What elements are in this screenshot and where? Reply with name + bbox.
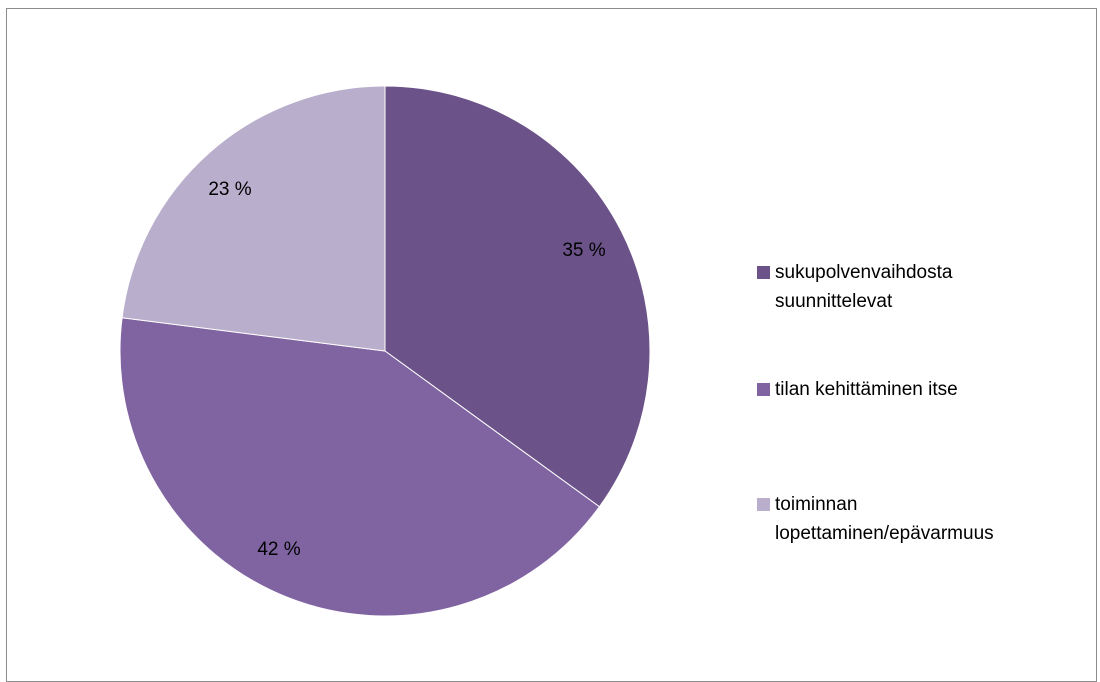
legend-swatch <box>757 383 770 396</box>
data-label: 35 % <box>562 240 605 261</box>
chart-frame: 35 % 42 % 23 % sukupolvenvaihdosta suunnit… <box>6 8 1097 682</box>
data-label: 23 % <box>208 179 251 200</box>
slice-toiminnan-lopettaminen <box>121 85 386 352</box>
data-label: 42 % <box>257 539 300 560</box>
legend-item-sukupolvenvaihdosta: sukupolvenvaihdosta suunnittelevat <box>757 261 1075 316</box>
legend-swatch <box>757 498 770 511</box>
legend-label: toiminnan lopettaminen/epävarmuus <box>775 494 994 544</box>
legend-swatch <box>757 266 770 279</box>
legend-label: sukupolvenvaihdosta suunnittelevat <box>775 262 953 312</box>
pie-chart: 35 % 42 % 23 % <box>119 85 651 617</box>
legend-label: tilan kehittäminen itse <box>775 379 958 400</box>
slice-tilan-kehittaminen <box>119 317 601 617</box>
legend-item-tilan-kehittaminen: tilan kehittäminen itse <box>757 378 1075 404</box>
slice-sukupolvenvaihdosta <box>384 85 651 508</box>
legend-item-toiminnan-lopettaminen: toiminnan lopettaminen/epävarmuus <box>757 493 1075 548</box>
